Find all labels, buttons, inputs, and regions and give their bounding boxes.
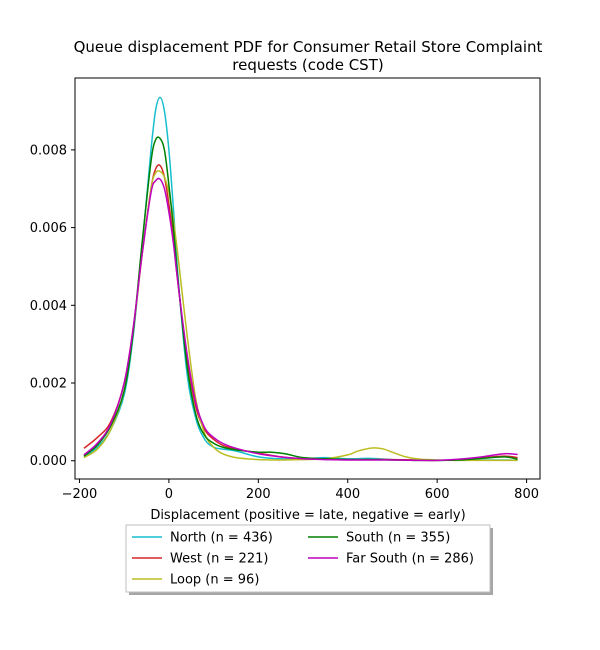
legend-label-4: South (n = 355) <box>346 531 450 546</box>
chart-title-line-1: Queue displacement PDF for Consumer Reta… <box>74 38 543 56</box>
plot-area: −200 0 200 400 600 800 0.0000.0020.0040.0060.… <box>30 77 541 502</box>
x-axis-ticks: −200 0 200 400 600 800 <box>62 479 539 502</box>
y-tick-label: 0.006 <box>30 221 67 236</box>
x-tick-label: 0 <box>165 487 173 502</box>
x-tick-label: 600 <box>425 487 450 502</box>
legend: North (n = 436) West (n = 221) Loop (n = 9… <box>125 524 493 595</box>
legend-items: North (n = 436) West (n = 221) Loop (n = 9… <box>132 531 474 588</box>
series-line-5 <box>83 177 518 462</box>
x-tick-label: 800 <box>514 487 539 502</box>
plot-frame <box>74 77 541 480</box>
x-tick-label: 200 <box>246 487 271 502</box>
x-axis-label: Displacement (positive = late, negative … <box>150 508 465 523</box>
series-layer <box>83 96 518 462</box>
y-tick-label: 0.008 <box>30 143 67 158</box>
legend-label-3: Loop (n = 96) <box>170 573 259 588</box>
chart-title-line-2: requests (code CST) <box>232 56 383 74</box>
legend-label-1: North (n = 436) <box>170 531 273 546</box>
y-tick-label: 0.002 <box>30 377 67 392</box>
legend-label-2: West (n = 221) <box>170 552 268 567</box>
legend-label-5: Far South (n = 286) <box>346 552 474 567</box>
y-tick-label: 0.004 <box>30 299 67 314</box>
y-axis-ticks: 0.000 0.002 0.004 0.006 0.008 <box>30 143 75 469</box>
y-tick-label: 0.000 <box>30 454 67 469</box>
x-tick-label: −200 <box>62 487 98 502</box>
x-tick-label: 400 <box>335 487 360 502</box>
